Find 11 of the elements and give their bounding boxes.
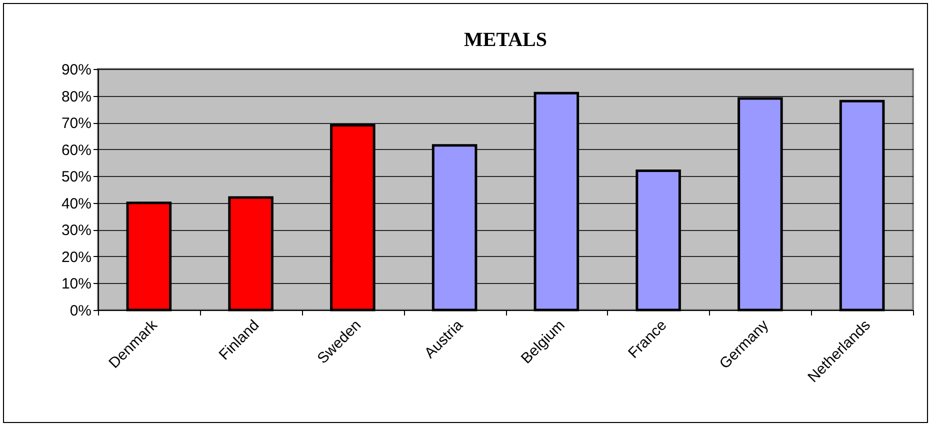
y-tick-label: 30%: [61, 222, 92, 240]
chart-title: METALS: [464, 29, 547, 51]
y-tick-label: 40%: [61, 195, 92, 212]
y-tick-label: 70%: [61, 115, 92, 132]
y-tick-label: 60%: [61, 142, 92, 159]
y-tick-label: 80%: [61, 88, 92, 106]
y-tick-label: 90%: [61, 62, 92, 78]
y-tick-label: 50%: [61, 168, 92, 186]
y-tick-label: 10%: [61, 276, 92, 293]
y-tick-label: 0%: [70, 302, 92, 320]
y-tick-label: 20%: [61, 248, 92, 266]
